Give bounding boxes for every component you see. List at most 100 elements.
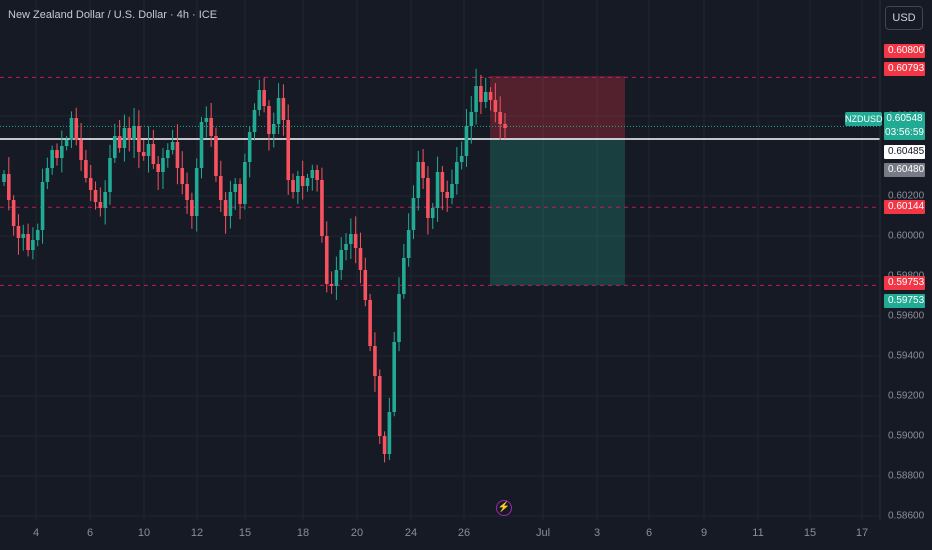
candle-body: [271, 124, 276, 134]
candle-body: [141, 152, 146, 156]
candle-body: [7, 174, 11, 200]
position-zones: [490, 76, 625, 286]
target-zone: [490, 139, 625, 286]
price-axis-label: 0.58800: [888, 470, 925, 482]
candle-body: [324, 236, 329, 284]
candle-body: [349, 234, 353, 244]
price-axis-label: 0.60200: [888, 190, 925, 202]
candle-body: [464, 126, 469, 156]
candle-body: [16, 226, 21, 238]
candle-body: [180, 168, 185, 184]
candle-body: [479, 86, 483, 102]
candle-body: [358, 248, 363, 270]
candle-body: [194, 168, 199, 216]
candle-body: [137, 126, 141, 152]
candle-body: [450, 184, 454, 198]
candle-body: [55, 150, 59, 158]
mid-level-price-tag: 0.60144: [884, 200, 925, 215]
candle-body: [199, 122, 204, 168]
candle-body: [74, 118, 79, 140]
time-axis-label: 15: [803, 527, 817, 539]
candle-body: [190, 200, 194, 216]
lightning-icon[interactable]: ⚡: [496, 500, 512, 516]
symbol-tag: NZDUSD: [845, 112, 883, 126]
candle-body: [161, 158, 165, 172]
candle-body: [329, 284, 334, 286]
candle-body: [373, 346, 377, 376]
time-axis-label: 18: [296, 527, 310, 539]
time-axis-label: 10: [137, 527, 151, 539]
candle-body: [243, 162, 247, 204]
candle-body: [218, 176, 223, 200]
candle-body: [79, 140, 83, 160]
candle-body: [411, 198, 416, 230]
time-axis-label: 9: [700, 527, 708, 539]
candle-body: [300, 176, 305, 186]
price-axis-label: 0.59600: [888, 310, 925, 322]
candle-body: [175, 142, 180, 168]
time-axis-label: 11: [752, 527, 764, 539]
candle-body: [406, 230, 411, 258]
candle-body: [483, 92, 488, 102]
candle-body: [60, 146, 64, 158]
stop-zone: [490, 76, 625, 139]
candle-body: [257, 90, 262, 110]
candle-body: [146, 144, 151, 156]
candle-body: [209, 118, 213, 136]
candle-body: [50, 150, 54, 168]
time-axis-label: 6: [86, 527, 94, 539]
time-axis-label: 12: [190, 527, 204, 539]
candle-body: [310, 170, 315, 178]
candle-body: [445, 192, 449, 198]
candle-body: [291, 180, 295, 192]
candle-body: [368, 300, 372, 346]
candle-body: [435, 172, 440, 208]
candle-body: [170, 142, 175, 150]
candle-body: [426, 178, 430, 218]
candle-body: [64, 140, 69, 146]
last-price-value: 0.60548: [886, 113, 923, 124]
candle-body: [320, 180, 324, 236]
candle-body: [11, 200, 16, 226]
candle-body: [339, 250, 344, 270]
candle-body: [45, 168, 50, 182]
candle-body: [122, 128, 127, 148]
price-axis-label: 0.59200: [888, 390, 925, 402]
candle-body: [247, 132, 252, 162]
candle-body: [117, 136, 122, 148]
candle-body: [112, 136, 117, 158]
candle-body: [35, 230, 40, 240]
candle-body: [2, 174, 6, 182]
chart-title: New Zealand Dollar / U.S. Dollar · 4h · …: [8, 9, 218, 21]
time-axis-label: Jul: [535, 527, 551, 539]
candle-body: [127, 128, 132, 140]
candle-body: [262, 90, 266, 106]
candle-body: [488, 92, 493, 100]
candle-body: [165, 150, 170, 158]
candle-body: [40, 182, 45, 230]
candle-body: [93, 190, 98, 202]
time-axis-label: 15: [238, 527, 252, 539]
currency-button[interactable]: USD: [885, 6, 923, 30]
candle-body: [363, 270, 368, 300]
candle-body: [223, 200, 228, 216]
candle-body: [392, 342, 397, 412]
time-axis-label: 3: [593, 527, 601, 539]
candle-body: [334, 270, 339, 286]
candle-body: [132, 126, 136, 140]
candle-body: [416, 162, 421, 198]
candle-body: [402, 258, 406, 294]
candle-body: [286, 120, 291, 180]
candle-body: [69, 118, 74, 140]
candle-body: [377, 376, 382, 436]
stop-price-tag: 0.60793: [884, 62, 925, 76]
horizontal-levels: [0, 76, 880, 286]
candlestick-series: [2, 68, 507, 463]
candle-body: [493, 100, 498, 112]
low-red-price-tag: 0.59753: [884, 276, 925, 290]
candle-body: [84, 160, 88, 178]
candle-body: [296, 176, 300, 192]
price-axis-label: 0.58600: [888, 510, 925, 522]
candle-body: [98, 202, 103, 208]
